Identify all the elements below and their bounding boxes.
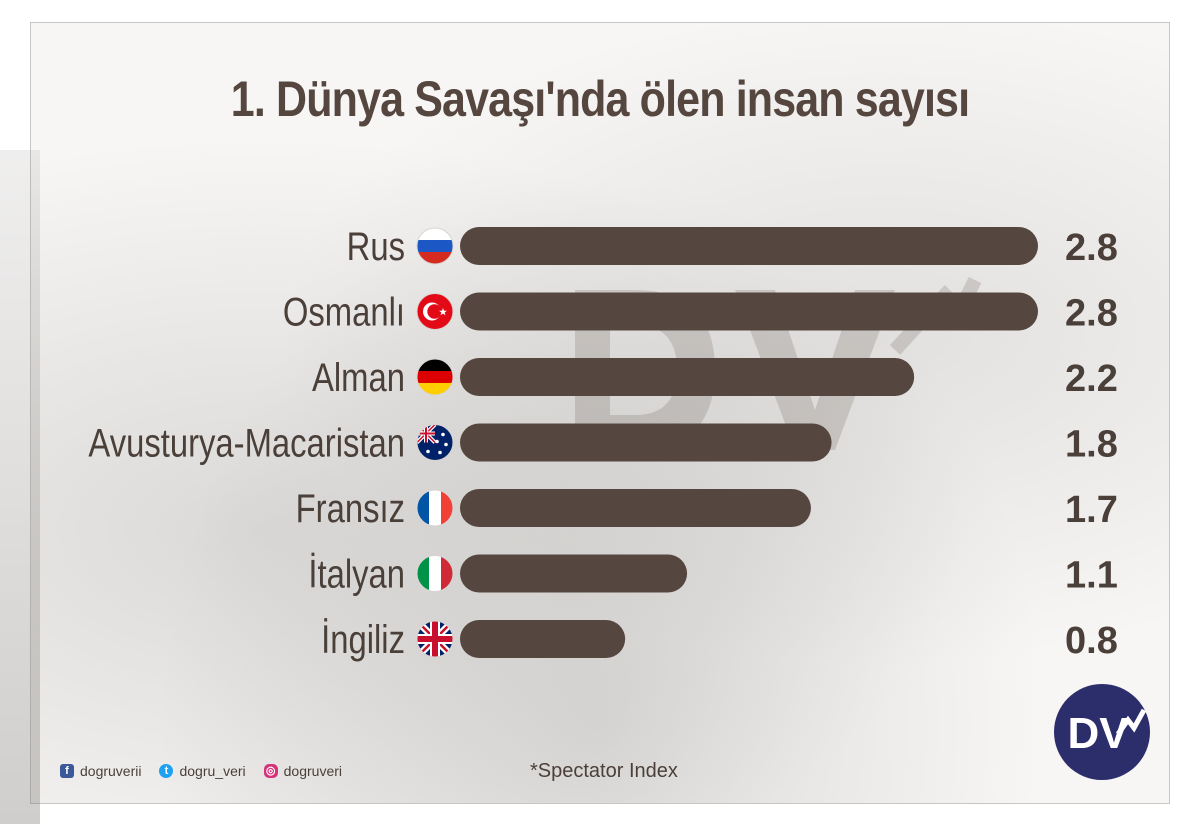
chart-title: 1. Dünya Savaşı'nda ölen insan sayısı [230,71,970,127]
category-label: İngiliz [321,617,405,662]
bar-5 [460,554,688,593]
value-label: 2.8 [1065,293,1118,335]
germany-flag-icon [416,358,454,396]
category-label: Rus [347,225,405,269]
dv-logo: DV [1054,684,1150,780]
bar-6 [460,620,626,658]
bar-0 [460,227,1038,265]
twitter-handle[interactable]: dogru_veri [179,763,246,779]
instagram-handle[interactable]: dogruveri [283,763,343,779]
category-label: Osmanlı [283,291,405,335]
turkey-flag-icon [416,293,454,330]
bar-1 [460,292,1038,331]
background-texture [0,150,40,824]
bar-2 [460,358,915,396]
category-label: Alman [312,356,405,400]
value-label: 1.1 [1065,555,1118,597]
value-label: 2.2 [1065,358,1118,400]
facebook-icon[interactable]: f [60,764,74,778]
value-label: 1.7 [1065,489,1118,531]
russia-flag-icon [416,227,454,265]
source-note: *Spectator Index [530,760,678,782]
bar-3 [460,423,832,462]
value-label: 1.8 [1065,424,1118,466]
bar-4 [460,489,811,527]
value-label: 0.8 [1065,620,1118,662]
category-label: Fransız [296,487,405,531]
uk-flag-icon [416,620,454,658]
france-flag-icon [416,489,454,527]
social-footer: f dogruverii t dogru_veri ◎ dogruveri [60,763,342,779]
facebook-handle[interactable]: dogruverii [80,763,142,779]
category-label: İtalyan [308,552,405,597]
chart-frame [30,22,1170,804]
category-label: Avusturya-Macaristan [88,422,405,466]
australia-flag-icon [416,424,454,461]
value-label: 2.8 [1065,227,1118,269]
twitter-icon[interactable]: t [159,764,174,778]
instagram-icon[interactable]: ◎ [263,764,278,778]
italy-flag-icon [416,555,454,592]
